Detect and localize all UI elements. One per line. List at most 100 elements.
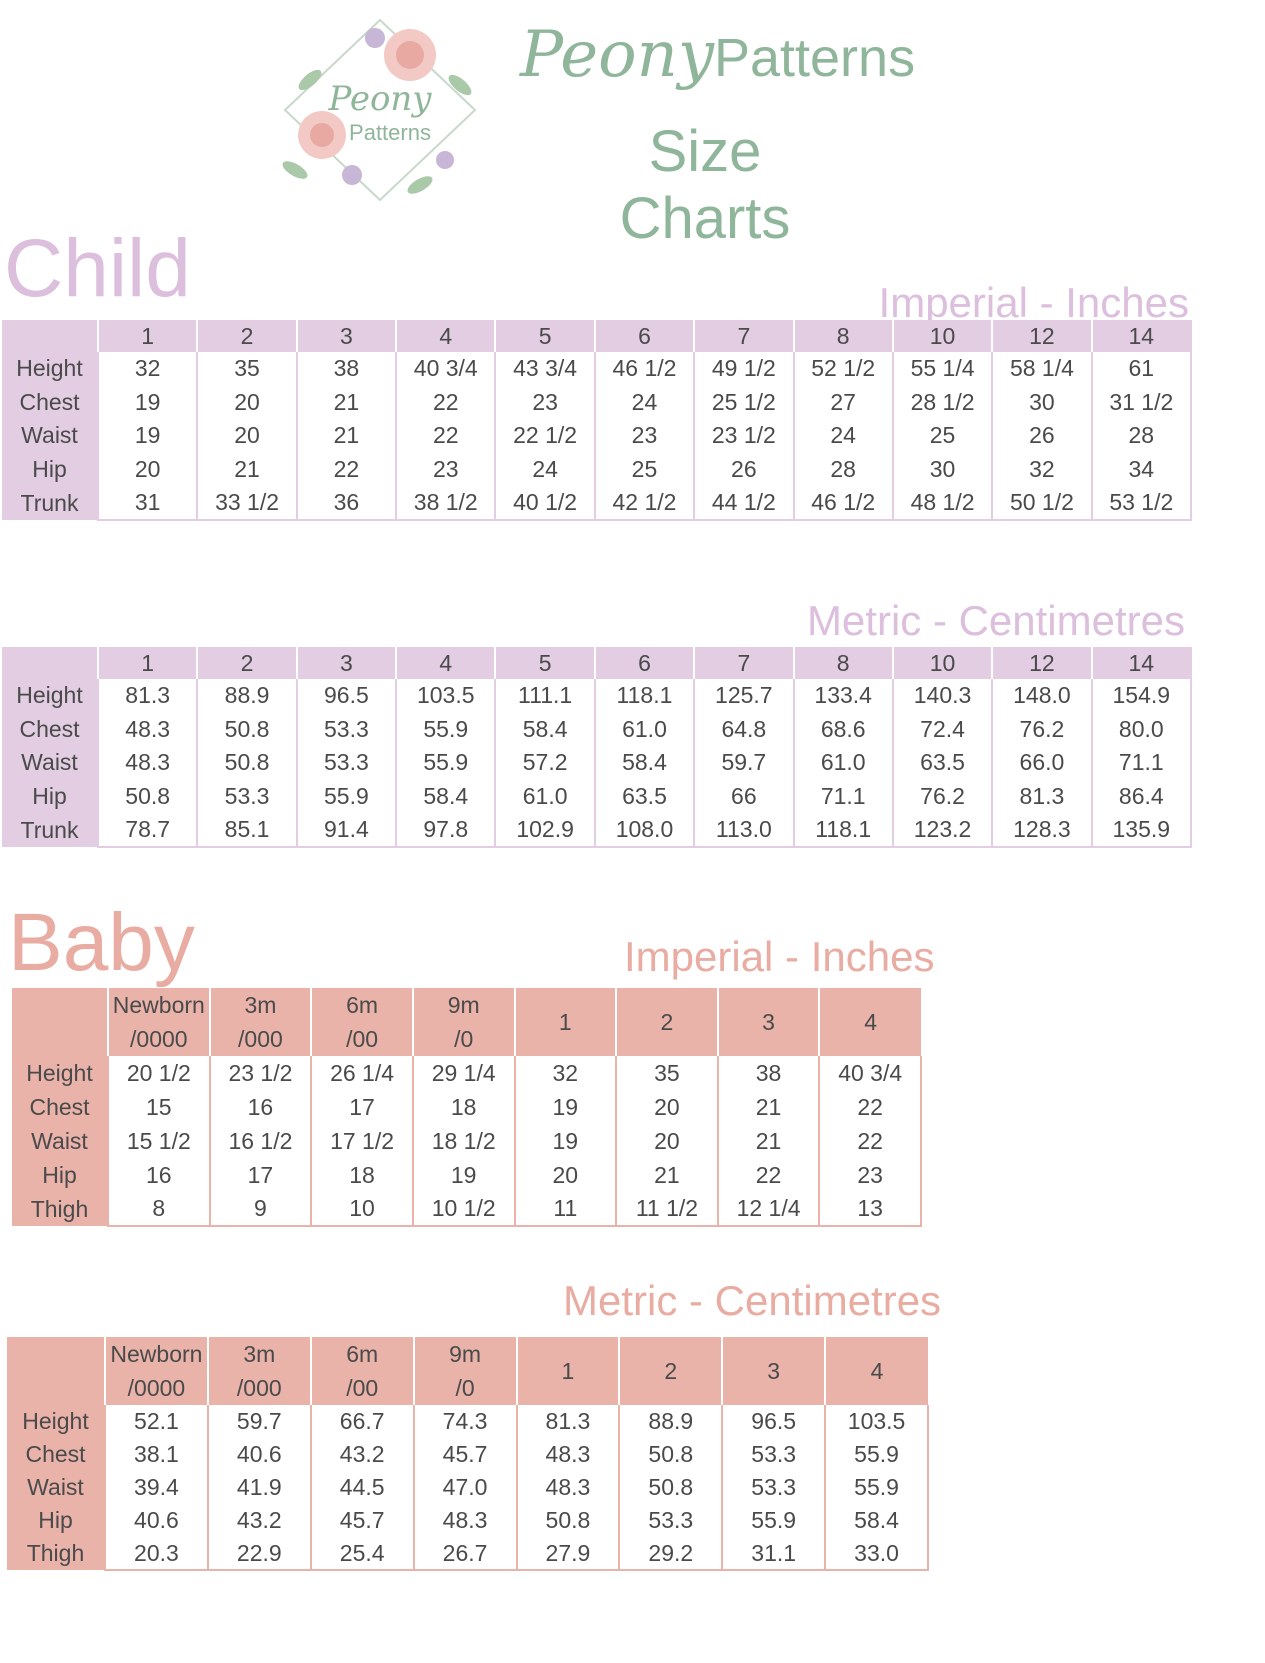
baby-metric-label: Metric - Centimetres	[563, 1277, 942, 1324]
measurement-value: 30	[891, 452, 994, 487]
measurement-value: 49 1/2	[693, 352, 795, 386]
measurement-value: 59.7	[206, 1405, 312, 1438]
measurement-value: 52.1	[104, 1405, 209, 1438]
measurement-value: 22	[818, 1090, 922, 1124]
measurement-value: 72.4	[891, 712, 994, 747]
measurement-label: Chest	[2, 385, 98, 420]
measurement-label: Waist	[2, 746, 98, 780]
measurement-label: Height	[2, 679, 98, 713]
measurement-value: 48.3	[515, 1471, 621, 1504]
size-header-cell: 8	[792, 647, 893, 679]
measurement-value: 64.8	[693, 712, 795, 747]
measurement-value: 40 3/4	[818, 1056, 922, 1090]
measurement-value: 20	[615, 1124, 719, 1158]
size-header-line1: 1	[558, 1009, 572, 1035]
size-header-line1: Newborn	[112, 992, 205, 1018]
measurement-value: 23 1/2	[693, 419, 795, 453]
measurement-value: 11	[513, 1192, 618, 1227]
measurement-value: 48 1/2	[891, 486, 994, 521]
measurement-value: 55.9	[295, 779, 398, 814]
measurement-value: 31.1	[721, 1537, 827, 1571]
measurement-value: 35	[196, 352, 298, 386]
size-header-cell: 4	[395, 320, 496, 352]
measurement-value: 61.0	[792, 746, 894, 780]
measurement-label: Chest	[12, 1090, 108, 1124]
measurement-label: Hip	[2, 452, 98, 487]
size-header-cell: 3m/000	[206, 1337, 311, 1405]
measurement-value: 34	[1090, 452, 1193, 487]
measurement-label: Chest	[7, 1438, 105, 1471]
measurement-value: 50.8	[196, 746, 298, 780]
measurement-label: Waist	[2, 419, 98, 453]
baby-imperial-label: Imperial - Inches	[624, 933, 935, 980]
measurement-value: 50.8	[515, 1504, 621, 1537]
measurement-value: 22	[295, 452, 398, 487]
measurement-value: 9	[208, 1192, 313, 1227]
size-header-cell: 2	[615, 988, 718, 1056]
measurement-label: Hip	[12, 1158, 108, 1192]
table-row: Height 52.1 59.7 66.7 74.3 81.3 88.9 96.5 103.5	[7, 1405, 929, 1438]
size-header-cell: 5	[494, 647, 595, 679]
size-header-cell: 1	[96, 647, 198, 679]
measurement-value: 10	[310, 1192, 414, 1227]
measurement-label: Hip	[2, 779, 98, 814]
table-row: Waist 15 1/2 16 1/2 17 1/2 18 1/2 19 20 21 22	[12, 1124, 922, 1158]
size-header-cell: 9m/0	[411, 988, 515, 1056]
measurement-value: 44 1/2	[693, 486, 795, 521]
measurement-value: 28	[792, 452, 894, 487]
size-header-cell: 4	[818, 988, 921, 1056]
measurement-label: Hip	[7, 1504, 105, 1537]
size-header-cell: Newborn/0000	[107, 988, 210, 1056]
measurement-value: 53 1/2	[1090, 486, 1193, 521]
measurement-value: 140.3	[891, 679, 994, 713]
measurement-value: 25 1/2	[693, 385, 795, 420]
measurement-value: 28 1/2	[891, 385, 994, 420]
table-row: Hip 40.6 43.2 45.7 48.3 50.8 53.3 55.9 58.4	[7, 1504, 929, 1537]
measurement-value: 25	[593, 452, 696, 487]
measurement-value: 61.0	[494, 779, 596, 814]
size-header-cell: 1	[515, 1337, 620, 1405]
measurement-value: 96.5	[721, 1405, 827, 1438]
measurement-value: 58.4	[593, 746, 696, 780]
measurement-value: 21	[716, 1124, 821, 1158]
header-corner-cell	[2, 320, 98, 352]
size-header-cell: 3	[295, 647, 397, 679]
measurement-value: 86.4	[1090, 779, 1193, 814]
brand-name: PeonyPatterns	[520, 18, 915, 92]
baby-imperial-table: Newborn/0000 3m/000 6m/00 9m/0 1 2 3 4 Height 20 …	[12, 988, 922, 1227]
table-row: Trunk 78.7 85.1 91.4 97.8 102.9 108.0 113.0 118.…	[2, 813, 1193, 848]
measurement-value: 17	[310, 1090, 414, 1124]
size-header-cell: 4	[395, 647, 496, 679]
table-row: Chest 15 16 17 18 19 20 21 22	[12, 1090, 922, 1124]
measurement-label: Height	[7, 1405, 105, 1438]
table-row: Waist 19 20 21 22 22 1/2 23 23 1/2 24 25 26 28	[2, 419, 1193, 453]
measurement-value: 48.3	[96, 712, 199, 747]
size-header-cell: 7	[693, 647, 794, 679]
measurement-value: 78.7	[96, 813, 199, 848]
measurement-value: 10 1/2	[411, 1192, 516, 1227]
table-row: Trunk 31 33 1/2 36 38 1/2 40 1/2 42 1/2 44 1/2 4…	[2, 486, 1193, 521]
measurement-value: 81.3	[515, 1405, 621, 1438]
table-row: Waist 39.4 41.9 44.5 47.0 48.3 50.8 53.3 55.9	[7, 1471, 929, 1504]
size-header-cell: 1	[513, 988, 617, 1056]
table-row: Chest 38.1 40.6 43.2 45.7 48.3 50.8 53.3 55.9	[7, 1438, 929, 1471]
measurement-value: 46 1/2	[792, 486, 894, 521]
measurement-value: 20 1/2	[107, 1056, 211, 1090]
size-header-line2: /0000	[127, 1375, 186, 1401]
size-header-cell: 2	[196, 647, 297, 679]
size-header-line1: 9m	[447, 992, 480, 1018]
measurement-value: 55.9	[824, 1471, 929, 1504]
measurement-value: 40.6	[104, 1504, 209, 1537]
measurement-value: 22	[395, 419, 497, 453]
measurement-value: 48.3	[412, 1504, 518, 1537]
measurement-value: 58.4	[494, 712, 596, 747]
measurement-value: 81.3	[991, 779, 1093, 814]
measurement-value: 20	[96, 452, 199, 487]
measurement-value: 31 1/2	[1090, 385, 1193, 420]
measurement-value: 48.3	[96, 746, 199, 780]
measurement-value: 32	[96, 352, 199, 386]
measurement-value: 22	[818, 1124, 922, 1158]
measurement-value: 53.3	[295, 746, 398, 780]
measurement-value: 21	[295, 419, 398, 453]
measurement-value: 30	[991, 385, 1093, 420]
